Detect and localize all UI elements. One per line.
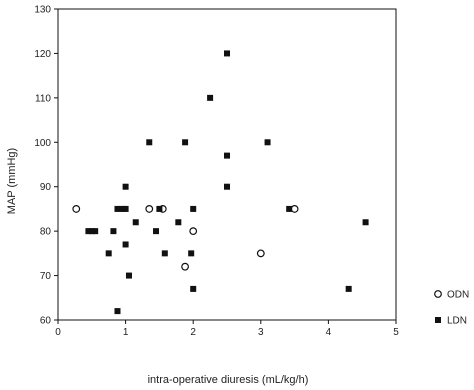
plot-area — [57, 8, 397, 321]
legend-marker-odn — [434, 290, 442, 298]
odn-point — [256, 249, 265, 258]
ldn-point — [92, 228, 99, 235]
odn-point — [72, 205, 81, 213]
odn-point — [145, 205, 154, 213]
axis-ticks: 0 1 2 3 4 5 60 70 80 90 100 110 120 130 — [34, 5, 399, 339]
x-tick-label: 2 — [190, 327, 196, 338]
legend-label: LDN — [447, 316, 467, 327]
y-axis-title: MAP (mmHg) — [6, 148, 18, 214]
ldn-point — [114, 308, 121, 315]
y-tick-label: 130 — [34, 5, 51, 16]
legend-label: ODN — [447, 290, 469, 301]
ldn-point — [122, 241, 129, 248]
ldn-point — [146, 139, 153, 146]
ldn-point — [88, 228, 95, 235]
plot-frame — [57, 8, 397, 321]
ldn-point — [119, 205, 126, 212]
ldn-point — [125, 272, 132, 279]
y-tick-label: 110 — [35, 93, 51, 104]
y-tick-label: 70 — [40, 271, 52, 282]
ldn-point — [105, 250, 112, 257]
ldn-point — [161, 250, 168, 257]
ldn-point — [207, 94, 214, 101]
legend: ODN LDN — [434, 290, 469, 327]
ldn-point — [286, 205, 293, 212]
ldn-point — [132, 219, 139, 226]
ldn-point — [122, 205, 129, 212]
ldn-point — [110, 228, 117, 235]
x-tick-label: 5 — [393, 327, 399, 338]
y-tick-label: 80 — [40, 227, 52, 238]
ldn-point — [114, 205, 121, 212]
ldn-point — [264, 139, 271, 146]
x-tick-label: 1 — [123, 327, 129, 338]
ldn-point — [175, 219, 182, 226]
legend-marker-ldn — [435, 317, 441, 323]
ldn-point — [190, 205, 197, 212]
x-tick-label: 0 — [55, 327, 61, 338]
ldn-point — [182, 139, 189, 146]
y-tick-label: 120 — [34, 49, 51, 60]
y-tick-label: 60 — [40, 316, 52, 327]
ldn-point — [345, 285, 352, 292]
ldn-point — [122, 183, 129, 190]
data-points — [72, 50, 369, 315]
legend-item: ODN — [434, 290, 469, 301]
ldn-point — [188, 250, 195, 257]
x-tick-label: 4 — [326, 327, 332, 338]
legend-item: LDN — [435, 316, 467, 327]
odn-point — [290, 205, 299, 213]
ldn-point — [85, 228, 92, 235]
ldn-point — [362, 219, 369, 226]
x-tick-label: 3 — [258, 327, 264, 338]
ldn-point — [224, 50, 230, 57]
ldn-point — [153, 228, 160, 235]
ldn-point — [224, 152, 230, 159]
ldn-point — [190, 285, 197, 292]
odn-point — [181, 262, 189, 271]
y-tick-label: 90 — [40, 182, 52, 193]
odn-point — [189, 227, 198, 236]
y-tick-label: 100 — [34, 138, 51, 149]
ldn-point — [156, 205, 163, 212]
x-axis-title: intra-operative diuresis (mL/kg/h) — [148, 374, 309, 386]
ldn-point — [224, 183, 230, 190]
